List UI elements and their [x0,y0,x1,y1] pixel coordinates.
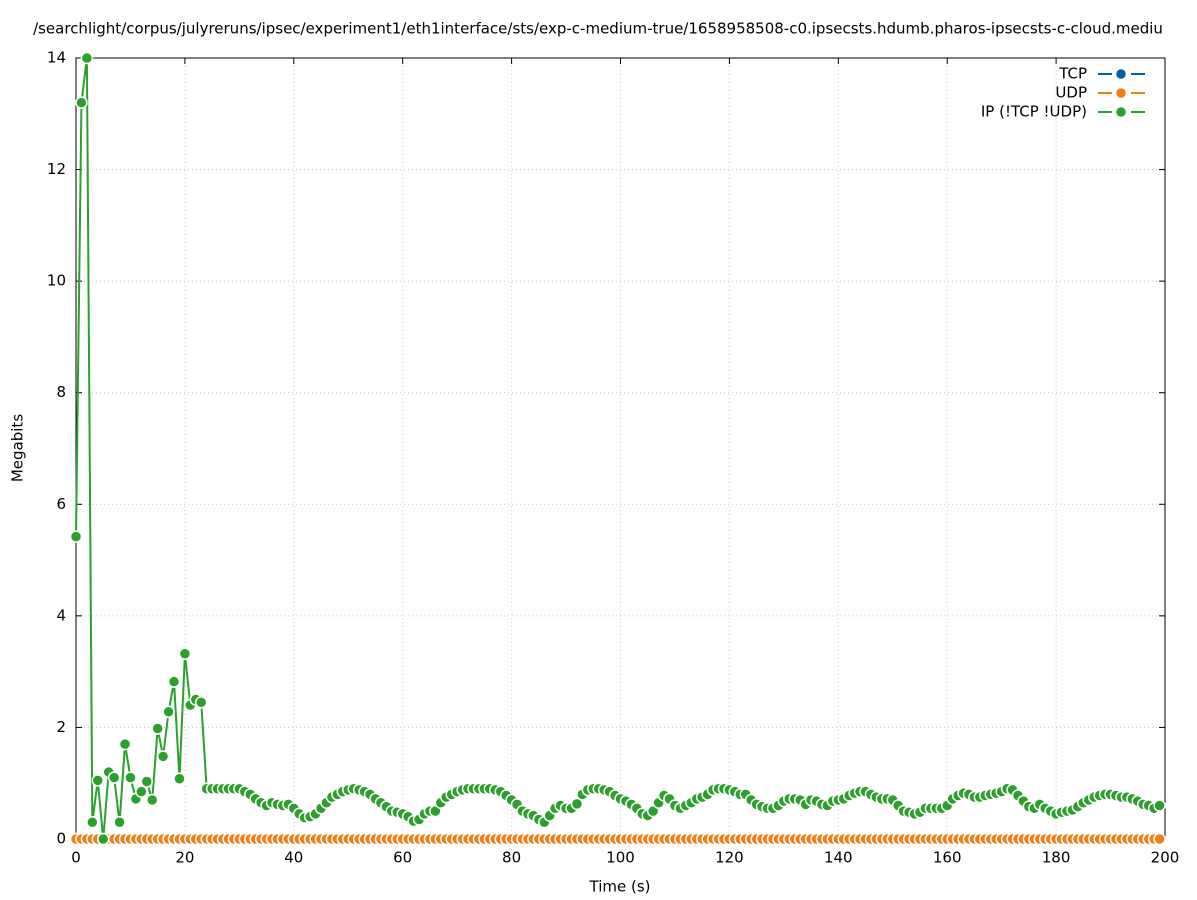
data-point [69,530,83,543]
data-point [151,722,164,735]
x-tick-label: 80 [502,849,521,867]
y-tick-label: 8 [56,383,66,401]
data-point [178,647,192,661]
series [69,51,1166,846]
x-tick-label: 40 [284,849,303,867]
series [69,832,1166,846]
legend-label: TCP [1058,65,1087,83]
x-axis-label: Time (s) [589,878,651,896]
x-tick-label: 20 [175,849,194,867]
legend-marker [1114,105,1128,119]
data-point [113,816,126,829]
chart-title: /searchlight/corpus/julyreruns/ipsec/exp… [33,20,1163,38]
legend-label: IP (!TCP !UDP) [981,103,1087,121]
data-point [162,705,175,719]
y-tick-label: 0 [56,830,66,848]
plot-border [75,57,1166,840]
data-point [80,51,94,65]
data-point [145,793,159,807]
x-tick-label: 60 [393,849,412,867]
y-tick-label: 14 [47,49,66,67]
series-line [75,57,1161,840]
y-axis-label: Megabits [9,414,27,482]
data-point [173,772,186,786]
y-tick-label: 2 [56,718,66,736]
data-point [156,750,170,763]
data-point [75,96,88,109]
data-point [1153,799,1166,812]
legend-marker [1114,67,1128,81]
x-tick-label: 120 [715,849,744,867]
data-point [107,771,121,784]
legend-marker [1114,86,1128,100]
data-point [86,816,99,829]
x-tick-label: 100 [606,849,635,867]
legend-label: UDP [1055,84,1087,102]
x-tick-label: 140 [824,849,853,867]
x-tick-label: 160 [933,849,962,867]
data-point [118,737,132,751]
data-point [167,675,181,688]
data-point [124,771,137,784]
data-point [1153,832,1166,846]
x-tick-label: 200 [1151,849,1180,867]
data-point [570,797,584,811]
x-tick-label: 0 [71,849,81,867]
data-point [91,774,105,787]
data-point [96,832,110,846]
data-point [194,696,208,709]
y-tick-label: 10 [47,272,66,290]
data-point [135,785,148,798]
x-tick-label: 180 [1042,849,1071,867]
y-tick-label: 12 [47,160,66,178]
y-tick-label: 6 [56,495,66,513]
data-point [140,775,154,788]
y-tick-label: 4 [56,606,66,624]
